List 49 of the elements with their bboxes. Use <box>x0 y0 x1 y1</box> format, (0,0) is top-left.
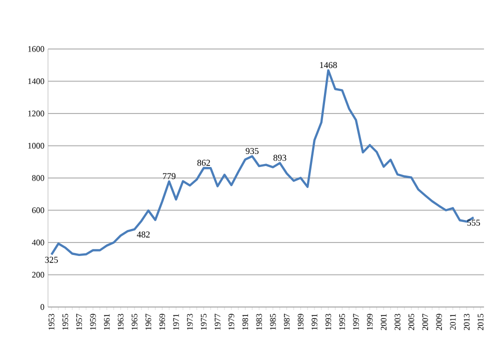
x-tick-label: 2003 <box>394 314 400 330</box>
x-tick-label: 1993 <box>325 314 332 330</box>
x-tick-label: 1997 <box>353 314 359 330</box>
x-tick-label: 1975 <box>200 314 207 330</box>
y-tick-label: 1400 <box>28 78 44 84</box>
x-tick-label: 1959 <box>90 314 96 330</box>
x-tick-label: 2009 <box>436 314 442 330</box>
x-tick-label: 2013 <box>464 314 470 330</box>
x-tick-label: 1965 <box>132 314 138 330</box>
y-tick-label: 1000 <box>28 142 44 149</box>
data-label: 555 <box>467 220 480 226</box>
y-tick-label: 200 <box>32 272 44 278</box>
x-tick-label: 2005 <box>408 314 414 330</box>
y-tick-label: 1200 <box>28 110 44 116</box>
data-label: 935 <box>246 148 259 154</box>
x-tick-label: 2015 <box>478 314 484 330</box>
x-tick-label: 1957 <box>76 314 82 330</box>
x-tick-label: 1985 <box>270 314 276 330</box>
y-tick-label: 800 <box>32 175 44 181</box>
x-tick-label: 1969 <box>159 314 166 330</box>
x-tick-label: 1971 <box>173 314 179 330</box>
x-tick-label: 1995 <box>339 314 345 330</box>
x-tick-label: 1953 <box>48 314 54 330</box>
x-tick-label: 1973 <box>187 314 193 330</box>
data-label: 325 <box>45 256 58 263</box>
x-tick-label: 1963 <box>118 314 124 330</box>
x-tick-label: 1981 <box>242 314 248 330</box>
x-tick-label: 1967 <box>146 314 152 330</box>
y-tick-label: 600 <box>32 207 44 214</box>
y-tick-label: 0 <box>40 304 44 310</box>
data-label: 779 <box>162 173 176 180</box>
x-tick-label: 1987 <box>284 314 290 330</box>
x-tick-label: 2001 <box>380 314 387 330</box>
data-label: 482 <box>136 231 150 238</box>
x-tick-label: 1955 <box>62 314 68 330</box>
data-label: 893 <box>273 154 286 161</box>
y-tick-label: 400 <box>32 240 44 246</box>
x-tick-label: 1991 <box>312 314 318 330</box>
data-label: 862 <box>197 160 210 166</box>
y-tick-label: 1600 <box>28 46 44 52</box>
data-label: 1468 <box>320 62 337 68</box>
x-tick-label: 2007 <box>422 314 428 330</box>
x-tick-label: 1961 <box>104 314 110 330</box>
x-tick-label: 1979 <box>228 314 234 330</box>
x-tick-label: 1989 <box>298 314 304 330</box>
x-tick-label: 1983 <box>256 314 262 330</box>
x-tick-label: 1977 <box>214 314 220 330</box>
x-tick-label: 2011 <box>450 314 456 330</box>
x-tick-label: 1999 <box>366 314 373 330</box>
